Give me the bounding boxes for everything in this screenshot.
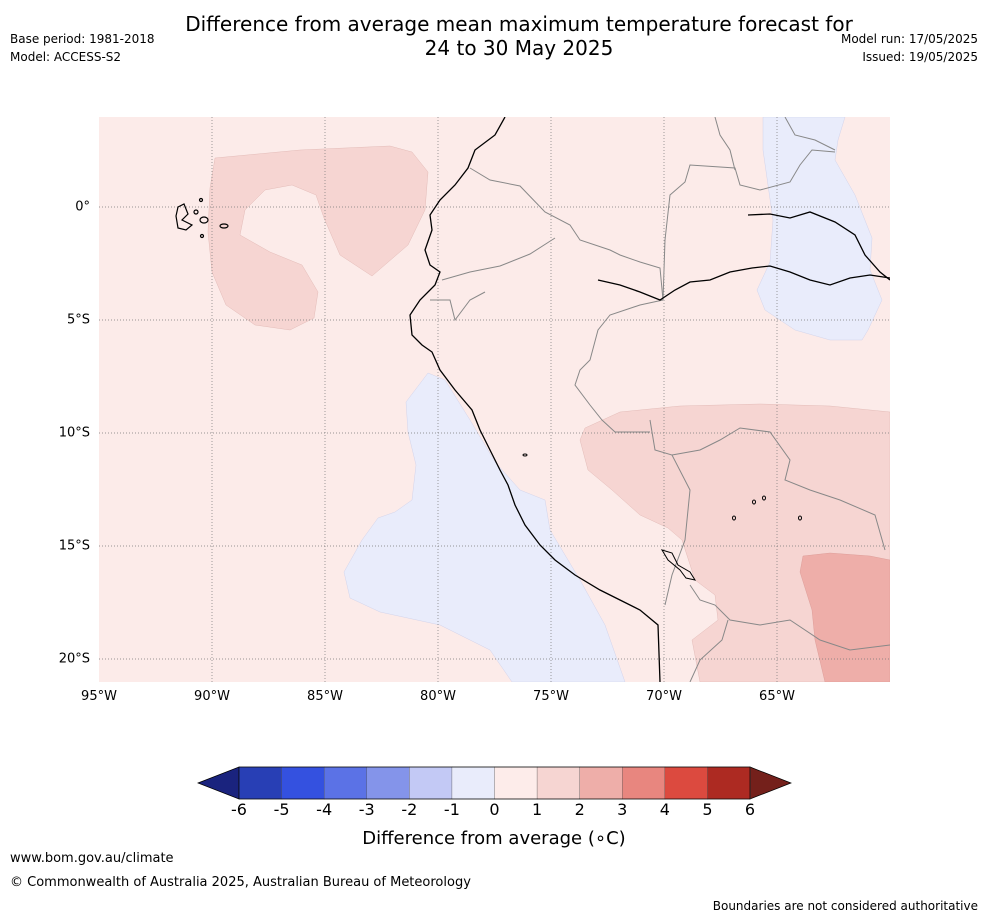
map-title: Difference from average mean maximum tem… — [0, 12, 988, 60]
footer-copyright: © Commonwealth of Australia 2025, Austra… — [10, 875, 471, 890]
colorbar-tick-label: 6 — [744, 800, 756, 819]
colorbar-tick-label: 3 — [617, 800, 628, 819]
anomaly-amazon-west — [756, 117, 883, 341]
colorbar-label: Difference from average (∘C) — [362, 828, 626, 849]
colorbar-cells — [238, 766, 751, 800]
colorbar-cell — [281, 766, 325, 800]
colorbar-tick-label: -6 — [231, 800, 247, 819]
galapagos-islands — [175, 197, 229, 239]
colorbar-tick-label: 1 — [531, 800, 543, 819]
colorbar-tick-label: 2 — [574, 800, 585, 819]
colorbar-tick-label: 5 — [702, 800, 713, 819]
lon-label-85w: 85°W — [307, 689, 343, 704]
colorbar-cell — [409, 766, 453, 800]
colorbar-cell — [622, 766, 666, 800]
lon-label-65w: 65°W — [759, 689, 795, 704]
lat-label-0: 0° — [75, 199, 90, 215]
colorbar-cell — [664, 766, 709, 800]
colorbar-tick-label: -3 — [358, 800, 375, 819]
colorbar-tick-label: 4 — [659, 800, 670, 819]
colorbar-tick-label: -2 — [401, 800, 418, 819]
map-field — [99, 117, 890, 682]
colorbar-tick-label: 0 — [489, 800, 500, 819]
lon-label-75w: 75°W — [533, 689, 569, 704]
colorbar-cell — [579, 766, 623, 800]
title-line-1: Difference from average mean maximum tem… — [185, 12, 853, 36]
colorbar-cell — [536, 766, 581, 800]
base-period: Base period: 1981-2018 — [10, 32, 155, 46]
meta-left: Base period: 1981-2018 Model: ACCESS-S2 — [10, 30, 155, 66]
footer-url[interactable]: www.bom.gov.au/climate — [10, 851, 174, 866]
colorbar-cell — [451, 766, 496, 800]
model-name: Model: ACCESS-S2 — [10, 50, 122, 64]
colorbar-low-arrow — [197, 766, 240, 800]
lon-label-70w: 70°W — [646, 689, 682, 704]
coastlines — [409, 117, 890, 682]
colorbar-high-arrow — [749, 766, 792, 800]
colorbar-cell — [323, 766, 368, 800]
colorbar-cell — [238, 766, 283, 800]
issued-date: Issued: 19/05/2025 — [862, 50, 978, 64]
colorbar-tick-label: -1 — [443, 800, 460, 819]
model-run: Model run: 17/05/2025 — [840, 32, 978, 46]
anomaly-east-bolivia — [799, 552, 890, 682]
lon-label-95w: 95°W — [81, 689, 117, 704]
lat-label-10s: 10°S — [58, 425, 90, 441]
colorbar-tick-label: -4 — [316, 800, 333, 819]
lat-label-20s: 20°S — [58, 651, 90, 667]
lakes — [522, 453, 802, 581]
lat-label-5s: 5°S — [66, 312, 90, 328]
meta-right: Model run: 17/05/2025 Issued: 19/05/2025 — [841, 30, 978, 66]
colorbar-cell — [494, 766, 538, 800]
lon-label-90w: 90°W — [194, 689, 230, 704]
country-borders — [430, 117, 890, 682]
footer-note: Boundaries are not considered authoritat… — [712, 899, 978, 913]
colorbar-tick-label: -5 — [273, 800, 290, 819]
colorbar-frame — [238, 766, 751, 800]
colorbar-cell — [707, 766, 751, 800]
colorbar-cell — [366, 766, 411, 800]
anomaly-galapagos-west — [207, 145, 429, 331]
lat-label-15s: 15°S — [58, 538, 90, 554]
graticule — [99, 117, 890, 682]
lon-label-80w: 80°W — [420, 689, 456, 704]
colorbar — [197, 766, 792, 800]
anomaly-peru-ocean — [343, 372, 626, 682]
title-line-2: 24 to 30 May 2025 — [424, 36, 614, 60]
